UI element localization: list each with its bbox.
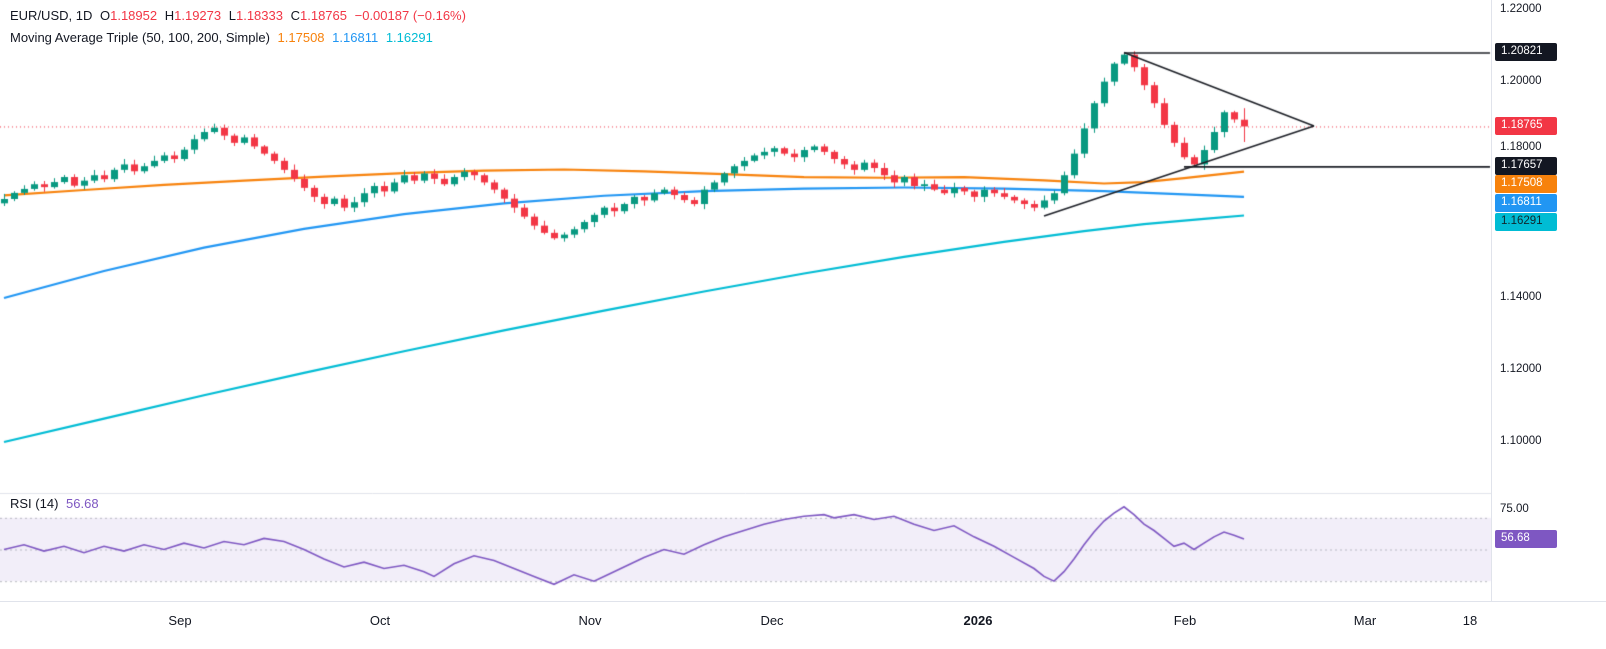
symbol-legend: EUR/USD, 1D O1.18952 H1.19273 L1.18333 C… [10,8,470,23]
time-axis-label: Mar [1353,613,1377,628]
rsi-value: 56.68 [66,496,99,511]
price-badge: 1.17657 [1495,157,1557,175]
symbol-title[interactable]: EUR/USD, 1D [10,8,93,23]
time-axis-label: Dec [760,613,784,628]
ohlc-low-value: 1.18333 [235,8,283,23]
price-axis-label: 1.22000 [1500,3,1542,15]
price-badge: 1.16291 [1495,213,1557,231]
price-axis-label: 1.14000 [1500,291,1542,303]
price-axis[interactable]: 1.22000 1.20000 1.18000 1.14000 1.12000 1.100… [1491,0,1606,601]
ohlc-open-value: 1.18952 [110,8,158,23]
price-badge: 56.68 [1495,530,1557,548]
price-axis-label: 1.10000 [1500,435,1542,447]
ohlc-high-value: 1.19273 [174,8,222,23]
ma-legend: Moving Average Triple (50, 100, 200, Sim… [10,30,437,45]
time-axis-label: Oct [369,613,391,628]
price-axis-label: 1.12000 [1500,363,1542,375]
ma-title[interactable]: Moving Average Triple (50, 100, 200, Sim… [10,30,270,45]
ma100-value: 1.16811 [332,30,379,45]
price-badge: 1.20821 [1495,43,1557,61]
price-badge: 1.18765 [1495,117,1557,135]
ohlc-open-label: O [99,8,111,23]
ohlc-low-label: L [228,8,236,23]
price-axis-label: 1.18000 [1500,141,1542,153]
ohlc-high-label: H [164,8,175,23]
price-axis-label: 1.20000 [1500,75,1542,87]
price-badge: 1.17508 [1495,175,1557,193]
ohlc-close-label: C [290,8,300,23]
rsi-title[interactable]: RSI (14) [10,496,59,511]
rsi-legend: RSI (14) 56.68 [10,496,103,511]
time-axis-label: 2026 [963,613,993,628]
ohlc-close-value: 1.18765 [300,8,347,23]
ma50-value: 1.17508 [277,30,325,45]
time-axis-label: Feb [1173,613,1197,628]
time-axis-label: 18 [1462,613,1478,628]
time-axis-label: Sep [168,613,192,628]
price-axis-label: 75.00 [1500,503,1529,515]
time-axis[interactable]: Sep Oct Nov Dec 2026 Feb Mar 18 [0,601,1606,649]
ma200-value: 1.16291 [385,30,433,45]
price-badge: 1.16811 [1495,194,1557,212]
time-axis-label: Nov [578,613,602,628]
change-value: −0.00187 (−0.16%) [354,8,466,23]
